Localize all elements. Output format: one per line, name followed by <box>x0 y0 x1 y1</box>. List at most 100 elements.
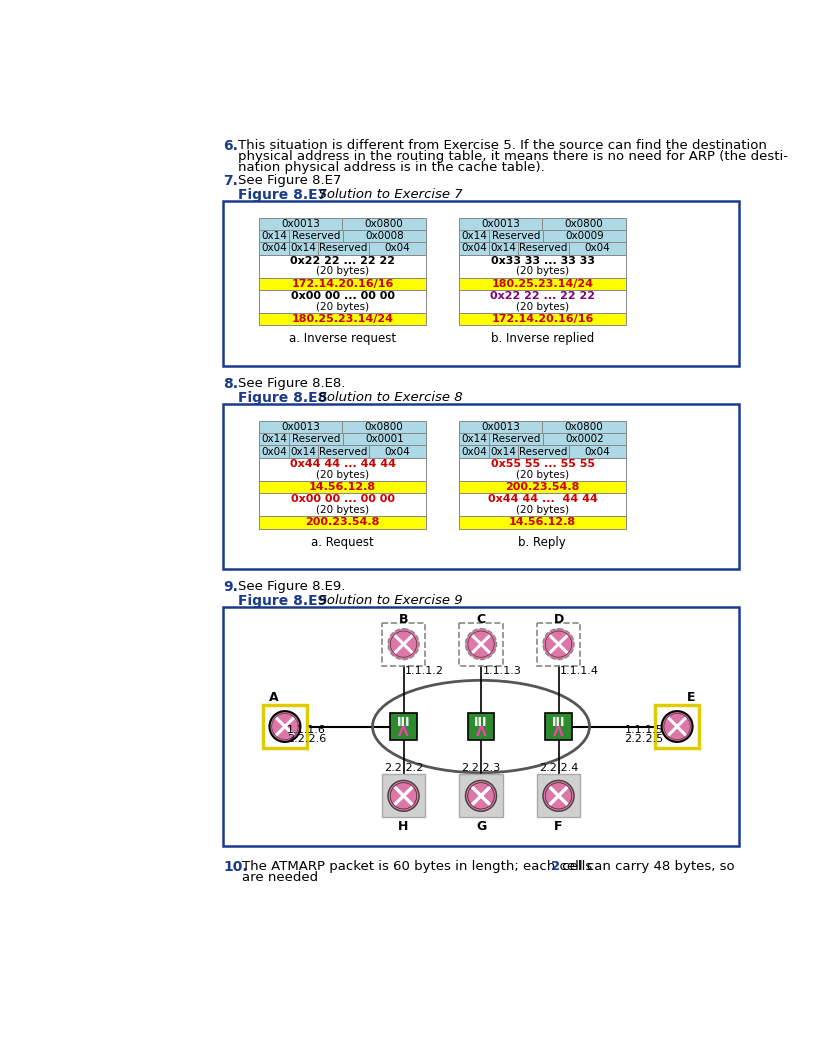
Bar <box>459 420 542 433</box>
Text: 10.: 10. <box>223 859 247 874</box>
Bar <box>459 516 626 529</box>
Bar <box>289 433 343 445</box>
Text: 200.23.54.8: 200.23.54.8 <box>505 482 579 492</box>
Text: 0x04: 0x04 <box>584 446 610 457</box>
Bar <box>569 242 626 254</box>
Text: III: III <box>397 717 410 729</box>
Bar <box>260 242 289 254</box>
Bar <box>223 200 739 366</box>
Text: a. Inverse request: a. Inverse request <box>289 333 396 345</box>
Bar <box>468 713 494 739</box>
Circle shape <box>390 782 417 809</box>
Text: 180.25.23.14/24: 180.25.23.14/24 <box>291 314 393 324</box>
Text: b. Inverse replied: b. Inverse replied <box>491 333 594 345</box>
Text: See Figure 8.E7: See Figure 8.E7 <box>238 174 341 187</box>
Text: Λ: Λ <box>476 725 487 738</box>
Circle shape <box>468 631 494 657</box>
Circle shape <box>545 782 572 809</box>
Circle shape <box>466 780 497 811</box>
Text: 9.: 9. <box>223 580 238 595</box>
Bar <box>459 433 488 445</box>
Text: 0x04: 0x04 <box>261 243 287 253</box>
Bar <box>260 516 426 529</box>
Text: Solution to Exercise 7: Solution to Exercise 7 <box>310 188 463 200</box>
Text: 0x04: 0x04 <box>384 446 410 457</box>
Text: C: C <box>477 613 486 626</box>
Text: D: D <box>554 613 564 626</box>
Text: 0x14: 0x14 <box>291 243 316 253</box>
Text: cells: cells <box>558 859 592 873</box>
Bar <box>459 623 503 665</box>
Bar <box>459 290 626 313</box>
Text: physical address in the routing table, it means there is no need for ARP (the de: physical address in the routing table, i… <box>238 150 787 163</box>
Bar <box>260 313 426 325</box>
Text: (20 bytes): (20 bytes) <box>316 301 369 312</box>
Text: b. Reply: b. Reply <box>519 535 566 549</box>
Bar <box>459 458 626 481</box>
Text: 0x0008: 0x0008 <box>365 232 404 241</box>
Bar <box>569 445 626 458</box>
Bar <box>488 433 543 445</box>
Text: 0x0001: 0x0001 <box>365 434 404 444</box>
Circle shape <box>388 780 419 811</box>
Bar <box>318 242 368 254</box>
Circle shape <box>390 782 417 809</box>
Text: 0x14: 0x14 <box>461 232 487 241</box>
Bar <box>289 445 318 458</box>
Text: 172.14.20.16/16: 172.14.20.16/16 <box>291 278 394 289</box>
Bar <box>343 433 426 445</box>
Text: 1.1.1.5: 1.1.1.5 <box>625 725 663 734</box>
Text: 0x14: 0x14 <box>291 446 316 457</box>
Bar <box>343 229 426 242</box>
Bar <box>263 705 306 748</box>
Bar <box>542 420 626 433</box>
Text: 1.1.1.4: 1.1.1.4 <box>560 665 599 676</box>
Text: 0x22 22 ... 22 22: 0x22 22 ... 22 22 <box>490 291 595 301</box>
Bar <box>223 607 739 846</box>
Text: 0x44 44 ... 44 44: 0x44 44 ... 44 44 <box>290 459 396 469</box>
Bar <box>459 229 488 242</box>
Circle shape <box>466 780 497 811</box>
Bar <box>289 229 343 242</box>
Text: Reserved: Reserved <box>291 434 340 444</box>
Bar <box>223 404 739 569</box>
Text: 0x33 33 ... 33 33: 0x33 33 ... 33 33 <box>491 256 595 266</box>
Text: 0x00 00 ... 00 00: 0x00 00 ... 00 00 <box>291 494 395 505</box>
Bar <box>459 277 626 290</box>
Bar <box>459 218 542 229</box>
Text: 2: 2 <box>551 859 560 873</box>
Bar <box>459 493 626 516</box>
Circle shape <box>545 782 572 809</box>
Bar <box>260 433 289 445</box>
Text: 0x0013: 0x0013 <box>481 422 520 432</box>
Text: Reserved: Reserved <box>291 232 340 241</box>
Bar <box>459 313 626 325</box>
Circle shape <box>388 780 419 811</box>
Bar <box>519 445 569 458</box>
Text: This situation is different from Exercise 5. If the source can find the destinat: This situation is different from Exercis… <box>238 139 767 152</box>
Text: Figure 8.E8: Figure 8.E8 <box>238 391 327 405</box>
Bar <box>260 290 426 313</box>
Circle shape <box>390 631 417 657</box>
Bar <box>655 705 699 748</box>
Text: Reserved: Reserved <box>519 243 568 253</box>
Bar <box>342 218 426 229</box>
Circle shape <box>543 780 574 811</box>
Bar <box>459 774 503 818</box>
Text: 0x14: 0x14 <box>491 243 516 253</box>
Circle shape <box>664 713 691 739</box>
Bar <box>488 229 543 242</box>
Text: (20 bytes): (20 bytes) <box>516 505 569 515</box>
Bar <box>260 420 342 433</box>
Bar <box>368 445 426 458</box>
Text: 0x04: 0x04 <box>461 446 487 457</box>
Bar <box>390 713 417 739</box>
Bar <box>260 445 289 458</box>
Text: III: III <box>552 717 565 729</box>
Text: 0x0800: 0x0800 <box>365 219 403 228</box>
Bar <box>545 713 572 739</box>
Bar <box>260 481 426 493</box>
Text: 0x0013: 0x0013 <box>281 219 321 228</box>
Bar <box>459 481 626 493</box>
Text: 0x04: 0x04 <box>261 446 287 457</box>
